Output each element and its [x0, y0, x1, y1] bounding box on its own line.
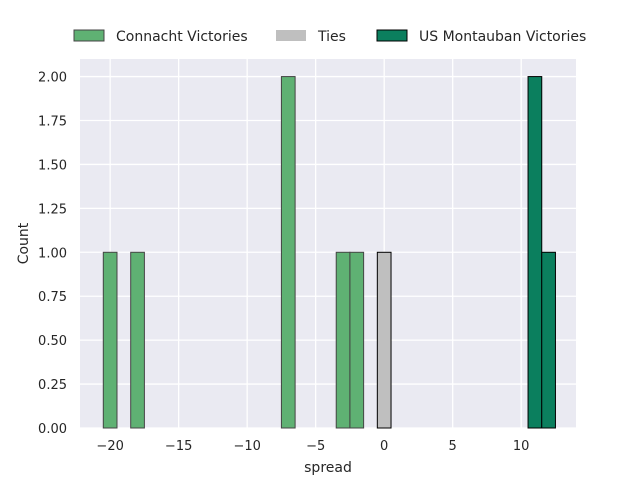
- bar-connacht-victories-3: [335, 251, 351, 429]
- bars: [102, 76, 556, 429]
- y-tick-label: 1.50: [38, 158, 67, 173]
- x-tick-label: −5: [306, 439, 325, 454]
- y-tick-label: 0.00: [38, 422, 67, 437]
- y-tick-label: 2.00: [38, 71, 67, 86]
- x-tick-label: 5: [449, 439, 457, 454]
- legend: Connacht Victories Ties US Montauban Victo…: [73, 29, 586, 45]
- x-tick-label: 10: [513, 439, 530, 454]
- grid-lines: [80, 59, 576, 429]
- y-tick-label: 0.25: [38, 378, 67, 393]
- x-tick-label: −20: [96, 439, 123, 454]
- x-tick-label: −10: [233, 439, 260, 454]
- x-tick-label: 0: [380, 439, 388, 454]
- y-axis-ticks: 0.00 0.25 0.50 0.75 1.00 1.25 1.50 1.75 2.00: [38, 71, 67, 437]
- bar-ties-0: [376, 251, 392, 429]
- legend-swatch-1: [276, 30, 306, 41]
- y-tick-label: 1.25: [38, 202, 67, 217]
- bar-connacht-victories-0: [102, 251, 118, 429]
- bar-connacht-victories-2: [280, 76, 296, 429]
- plot-area: [80, 59, 576, 428]
- x-tick-label: −15: [165, 439, 192, 454]
- bar-us-montauban-victories-1: [541, 251, 556, 429]
- legend-label-0: Connacht Victories: [116, 29, 248, 45]
- bar-connacht-victories-4: [349, 251, 365, 429]
- legend-swatch-0: [73, 29, 105, 42]
- y-tick-label: 0.75: [38, 290, 67, 305]
- x-axis-label: spread: [304, 460, 352, 476]
- x-axis-ticks: −20 −15 −10 −5 0 5 10: [96, 439, 529, 454]
- legend-swatch-2: [376, 29, 408, 42]
- legend-label-2: US Montauban Victories: [419, 29, 586, 45]
- legend-label-1: Ties: [317, 29, 346, 45]
- y-tick-label: 1.00: [38, 246, 67, 261]
- y-tick-label: 0.50: [38, 334, 67, 349]
- bar-connacht-victories-1: [130, 251, 145, 429]
- y-tick-label: 1.75: [38, 115, 67, 130]
- y-axis-label: Count: [16, 222, 32, 264]
- bar-us-montauban-victories-0: [527, 76, 543, 429]
